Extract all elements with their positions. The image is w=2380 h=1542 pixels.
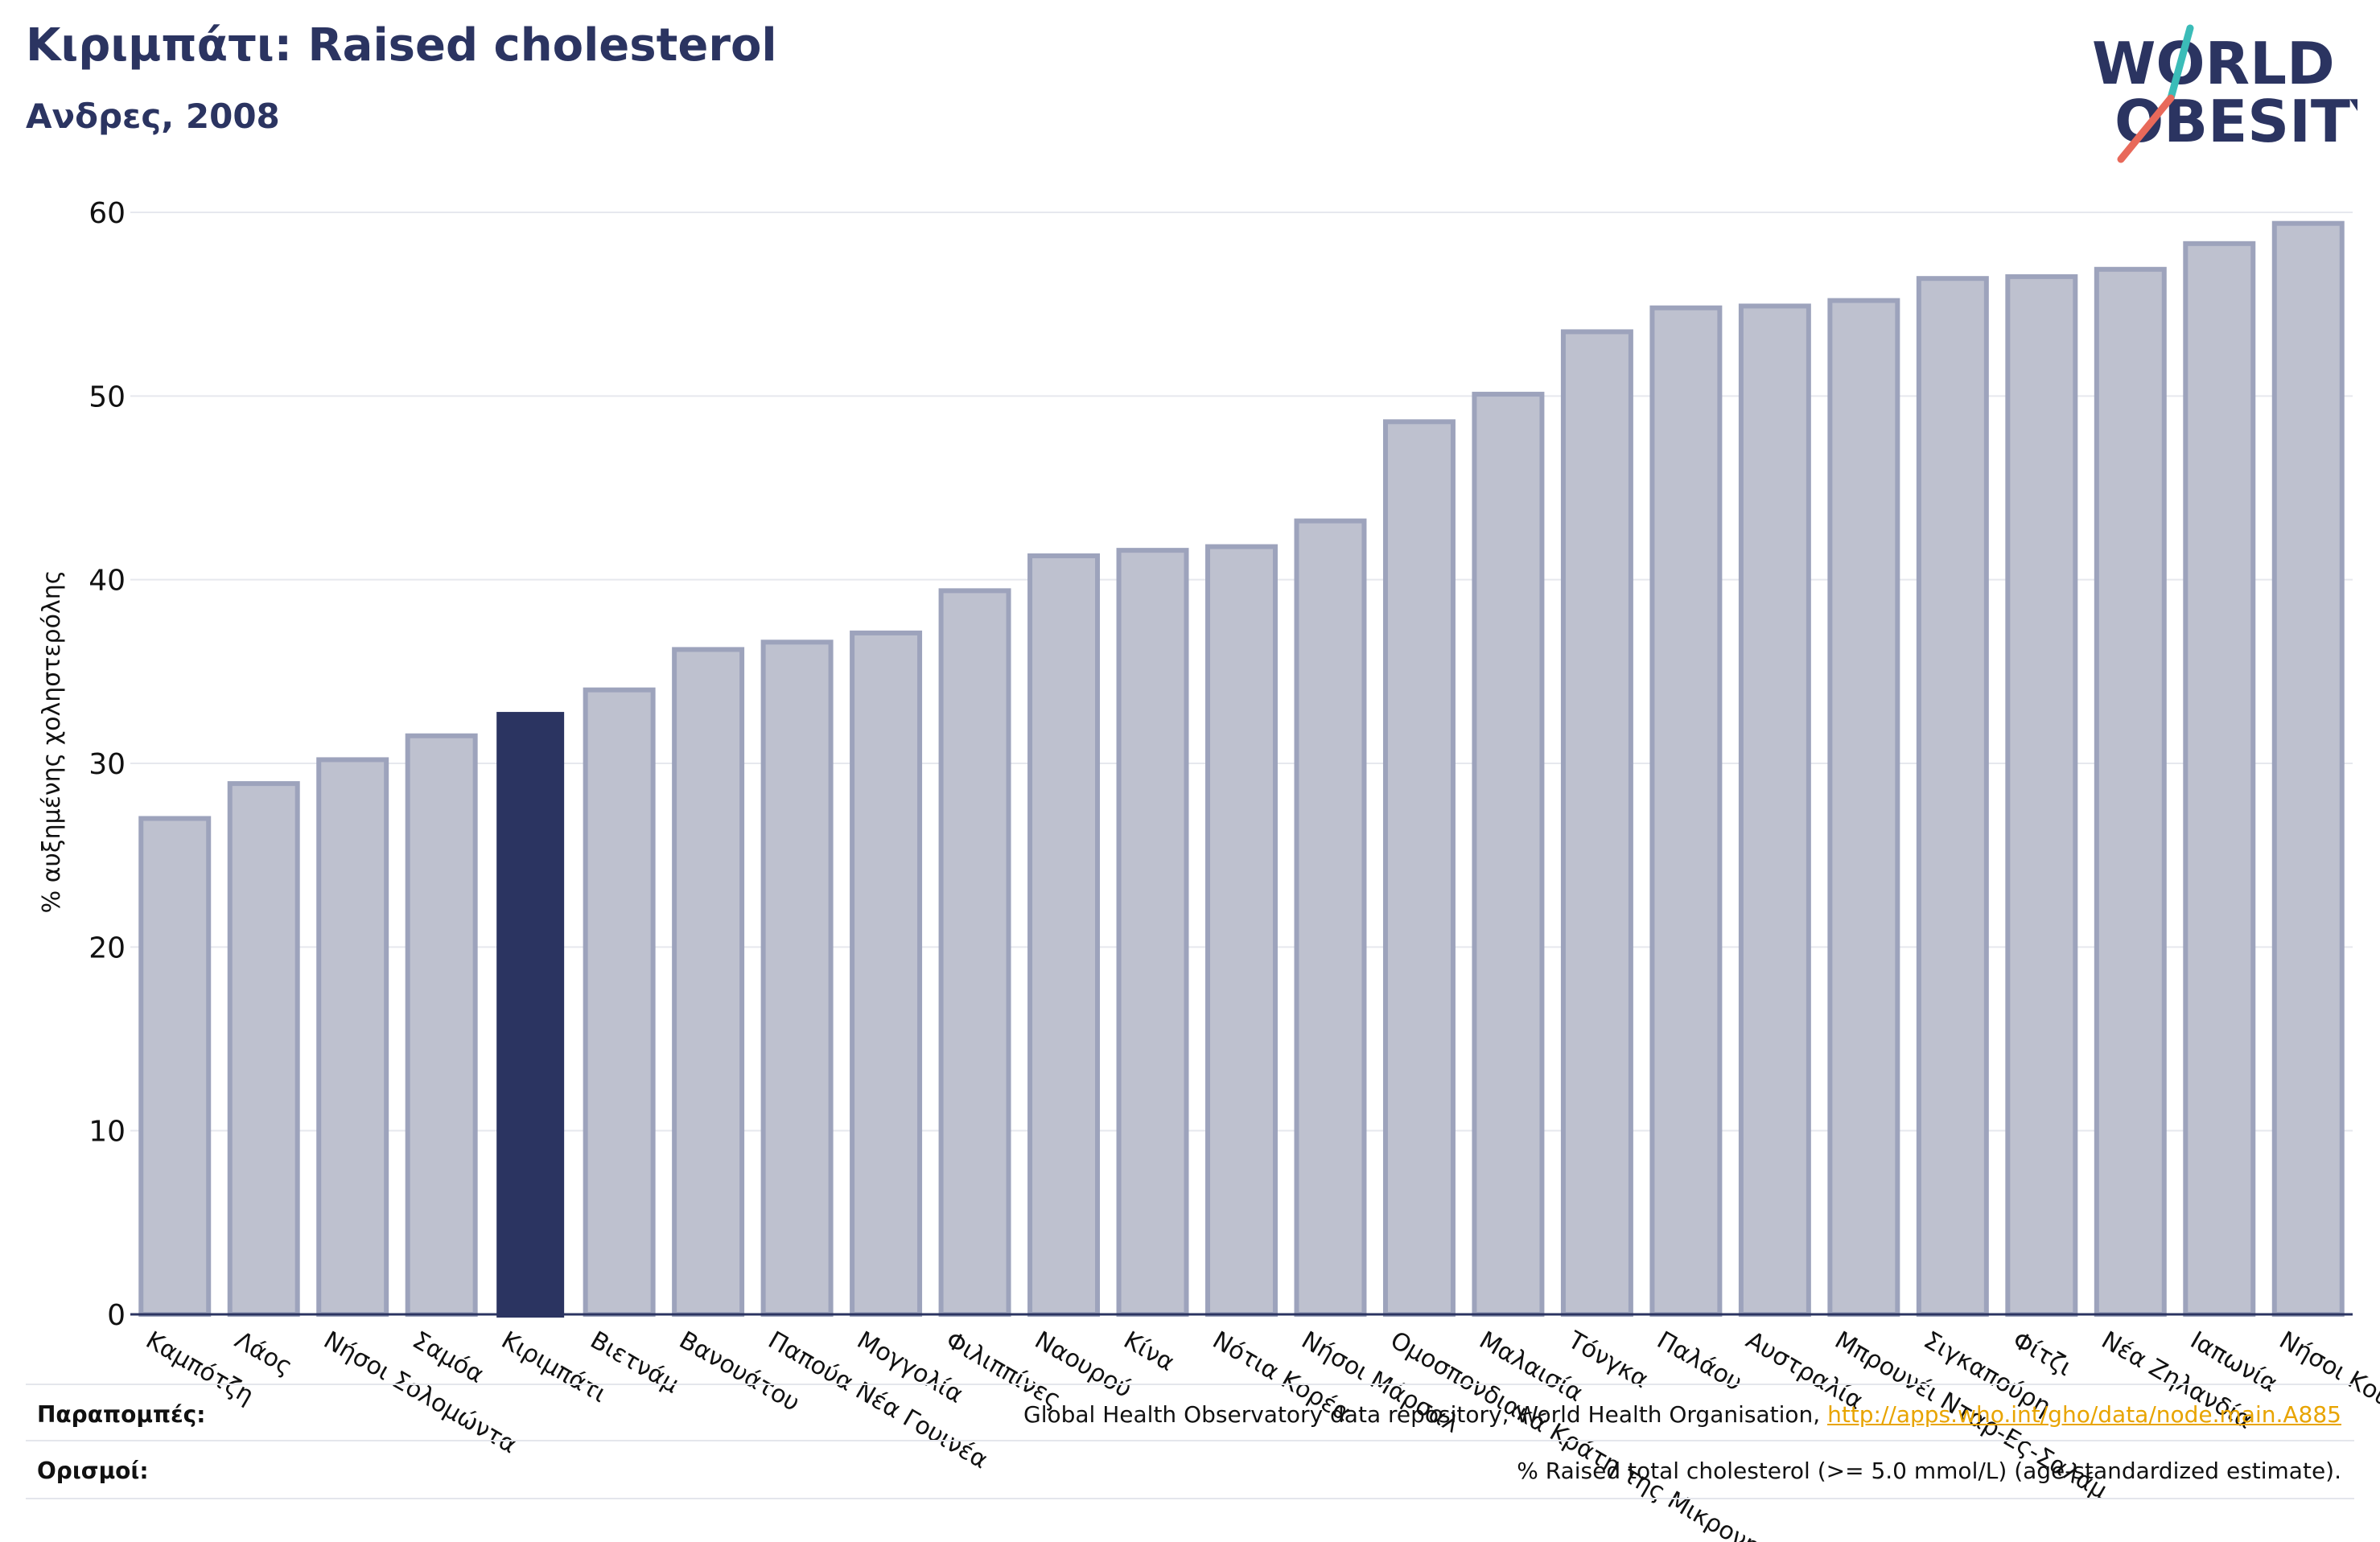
y-tick-label: 0 [107, 1299, 126, 1332]
references-text: Global Health Observatory data repositor… [1023, 1401, 2341, 1428]
definitions-text: % Raised total cholesterol (>= 5.0 mmol/… [1517, 1458, 2341, 1484]
bar [1827, 298, 1900, 1318]
bar [1560, 329, 1633, 1318]
bar [938, 588, 1011, 1317]
x-tick-label: Παλάου [1652, 1326, 1747, 1397]
bar [1649, 305, 1723, 1318]
bar [316, 757, 389, 1317]
page-subtitle: Ανδρες, 2008 [26, 97, 280, 136]
bar [227, 781, 300, 1317]
page-title: Κιριμπάτι: Raised cholesterol [26, 19, 777, 72]
definitions-label: Ορισμοί: [37, 1458, 149, 1484]
references-label: Παραπομπές: [37, 1401, 206, 1428]
y-tick-label: 30 [89, 748, 126, 781]
bar [1382, 419, 1456, 1317]
bar [405, 733, 478, 1317]
footer-divider-top [26, 1384, 2354, 1385]
bar [2271, 220, 2345, 1318]
y-axis-label: % αυξημένης χοληστερόλης [38, 570, 66, 914]
bar [2094, 266, 2167, 1317]
bar [1294, 518, 1367, 1317]
bar [2005, 273, 2078, 1318]
bar [1738, 303, 1811, 1318]
logo-slash-bottom [2117, 94, 2175, 163]
y-tick-label: 50 [89, 380, 126, 413]
bar [1472, 392, 1545, 1317]
bars [138, 220, 2345, 1318]
y-tick-label: 20 [89, 931, 126, 964]
references-source: Global Health Observatory data repositor… [1023, 1401, 1828, 1428]
y-tick-label: 40 [89, 565, 126, 598]
x-tick-label: Φίτζι [2007, 1326, 2076, 1382]
bar [1116, 548, 1189, 1317]
bar [583, 687, 656, 1317]
bar [138, 816, 212, 1317]
bar [760, 639, 834, 1317]
bar [1916, 276, 1989, 1318]
logo-text-world: WORLD [2092, 30, 2335, 97]
footer-divider-bottom [26, 1498, 2354, 1499]
bar [1205, 544, 1278, 1317]
logo-slash-top [2167, 24, 2194, 102]
footer-divider-middle [26, 1440, 2354, 1441]
y-axis-ticks: 0 10 20 30 40 50 60 [89, 197, 126, 1332]
y-tick-label: 60 [89, 197, 126, 230]
bar [672, 647, 745, 1317]
bar [2183, 241, 2256, 1318]
bar [1027, 553, 1101, 1317]
references-link[interactable]: http://apps.who.int/gho/data/node.main.A… [1827, 1401, 2341, 1428]
world-obesity-logo: WORLD OBESITY [2092, 24, 2357, 163]
bar [496, 712, 565, 1318]
x-tick-label: Κίνα [1119, 1326, 1180, 1377]
bar [850, 630, 923, 1317]
x-tick-label: Λάος [230, 1326, 298, 1381]
y-tick-label: 10 [89, 1116, 126, 1149]
